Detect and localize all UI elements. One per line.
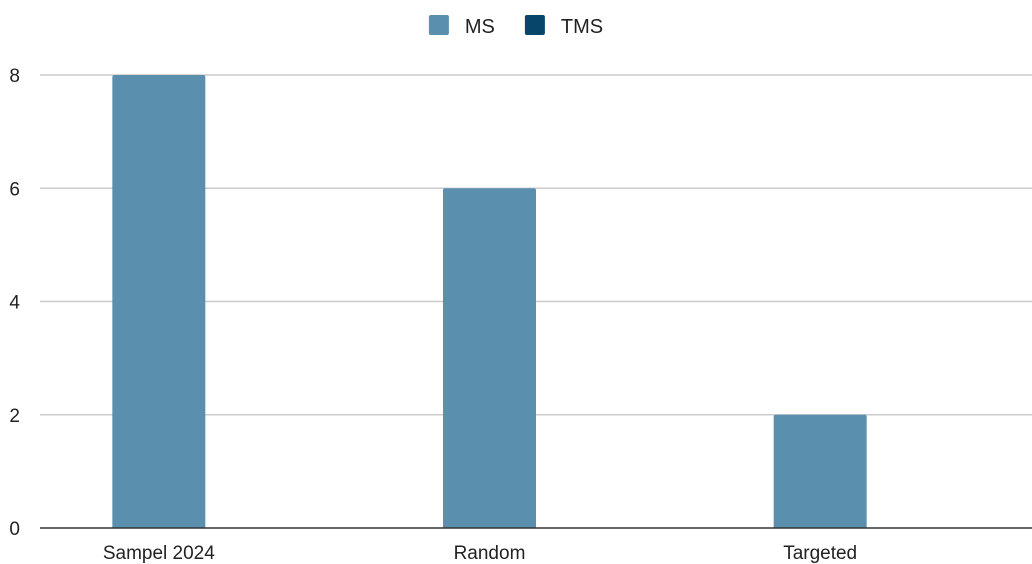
legend-label-ms: MS xyxy=(465,16,495,38)
y-axis: 0 2 4 6 8 xyxy=(9,66,20,540)
bar-ms-random xyxy=(443,188,536,528)
y-tick-label: 6 xyxy=(9,179,20,200)
legend: MS TMS xyxy=(428,15,603,38)
x-tick-label: Random xyxy=(454,543,526,564)
y-tick-label: 4 xyxy=(9,293,20,314)
y-tick-label: 8 xyxy=(9,66,20,87)
legend-label-tms: TMS xyxy=(561,16,603,38)
y-tick-label: 0 xyxy=(9,519,20,540)
bar-ms-sampel-2024 xyxy=(112,75,206,528)
legend-swatch-ms xyxy=(428,15,449,35)
bars xyxy=(112,75,867,528)
legend-swatch-tms xyxy=(524,15,545,35)
x-tick-label: Sampel 2024 xyxy=(103,543,215,564)
y-tick-label: 2 xyxy=(9,406,20,427)
x-axis: Sampel 2024 Random Targeted xyxy=(103,543,857,564)
bar-ms-targeted xyxy=(773,414,867,528)
x-tick-label: Targeted xyxy=(783,543,857,564)
